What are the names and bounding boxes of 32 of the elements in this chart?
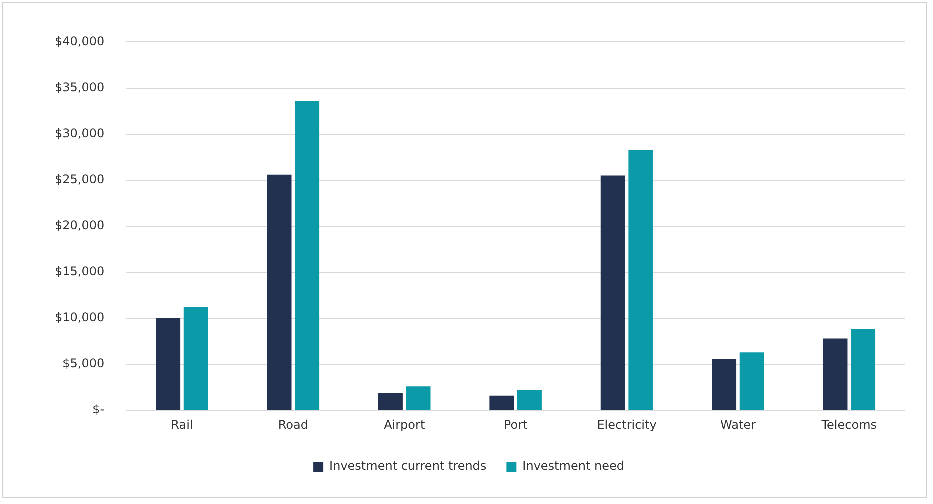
bar xyxy=(184,307,208,410)
bar xyxy=(378,393,403,410)
y-tick-label: $10,000 xyxy=(55,310,105,325)
y-tick-label: $25,000 xyxy=(55,172,105,186)
x-tick-label: Port xyxy=(504,418,528,432)
legend-label: Investment need xyxy=(522,459,624,474)
bar xyxy=(712,359,737,410)
bar xyxy=(628,150,654,410)
x-tick-label: Road xyxy=(278,418,308,432)
bar xyxy=(517,390,542,410)
y-tick-label: $30,000 xyxy=(55,126,105,140)
bar xyxy=(851,330,876,410)
bar xyxy=(156,318,181,410)
y-tick-label: $15,000 xyxy=(55,264,105,279)
legend-label: Investment current trends xyxy=(330,459,487,474)
bar xyxy=(740,352,764,410)
bar xyxy=(295,101,320,410)
bar xyxy=(490,396,514,410)
x-tick-label: Telecoms xyxy=(820,418,878,432)
x-tick-label: Electricity xyxy=(597,418,657,432)
x-tick-label: Rail xyxy=(171,418,194,432)
bar xyxy=(267,174,292,410)
bar xyxy=(823,338,848,410)
y-tick-label: $35,000 xyxy=(55,80,105,94)
x-tick-label: Water xyxy=(720,418,756,432)
y-tick-label: $20,000 xyxy=(55,218,105,233)
y-tick-label: $40,000 xyxy=(55,34,105,48)
x-tick-label: Airport xyxy=(384,418,426,432)
y-tick-label: $- xyxy=(92,402,105,417)
bar xyxy=(600,176,626,410)
bar xyxy=(406,386,431,410)
y-tick-label: $5,000 xyxy=(62,356,105,371)
